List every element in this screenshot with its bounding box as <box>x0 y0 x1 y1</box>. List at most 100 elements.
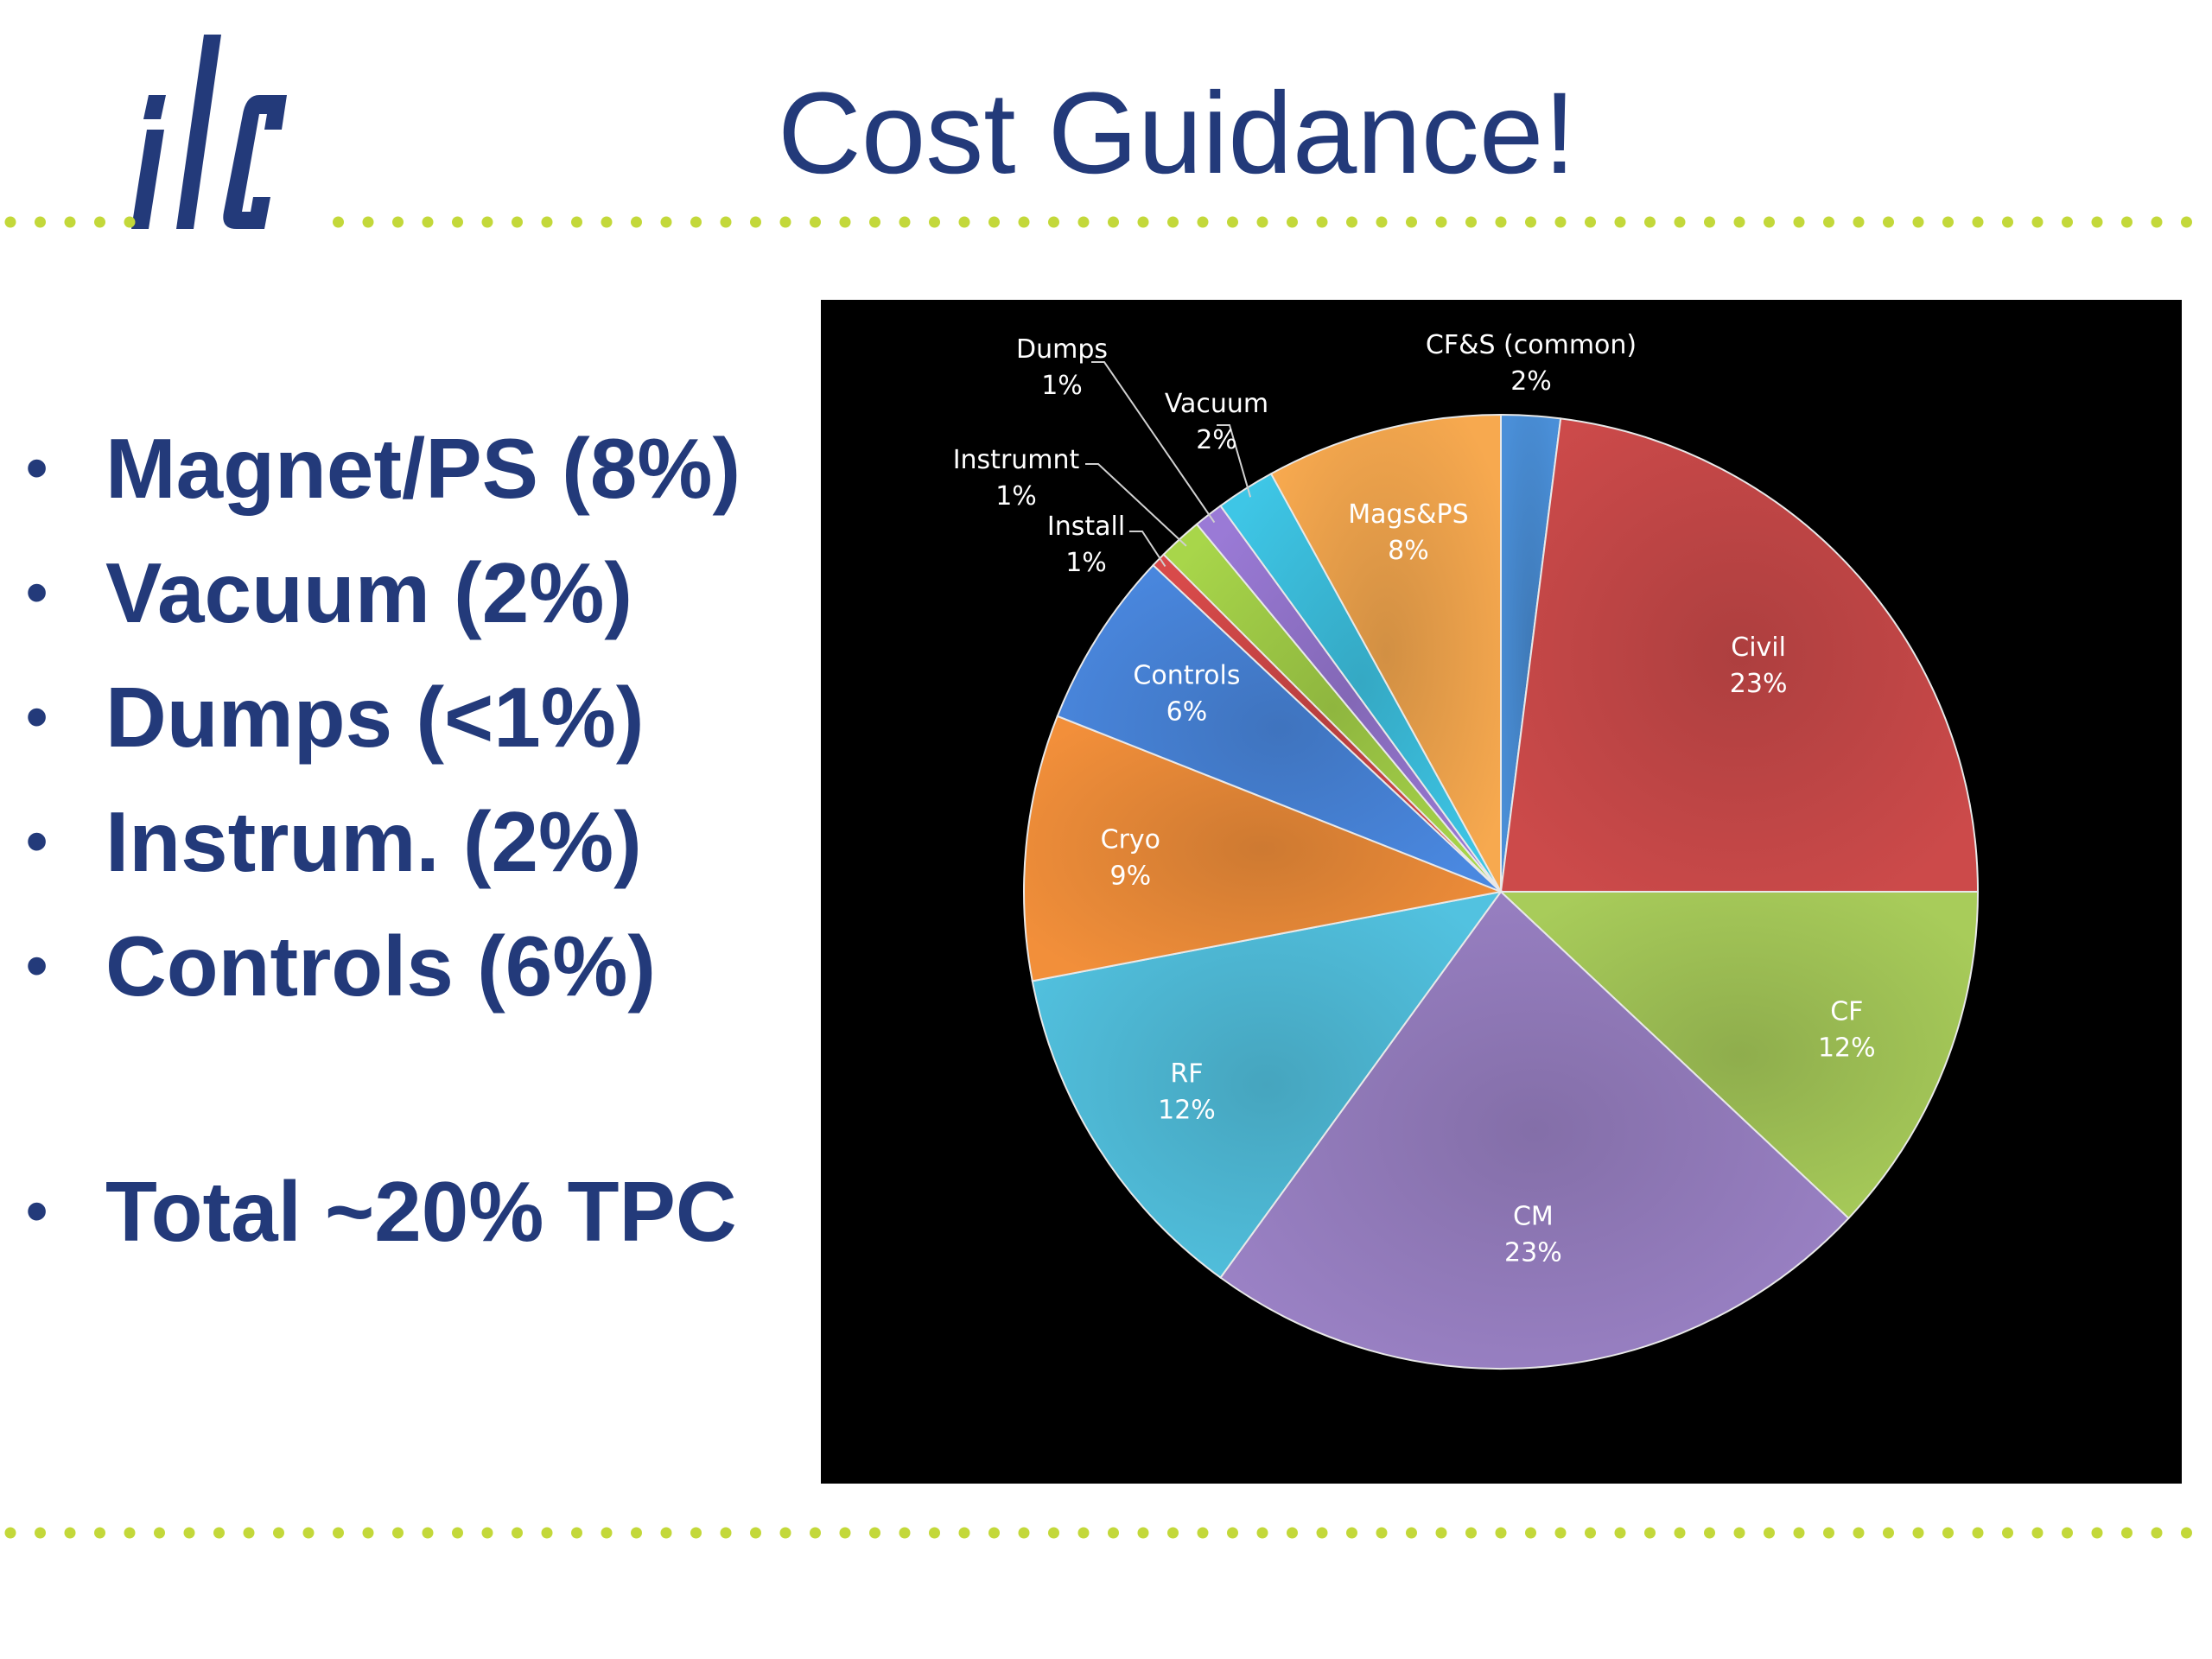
slice-label-name: CF&S (common) <box>1426 330 1637 360</box>
rule-dot <box>1018 216 1030 228</box>
rule-dot <box>1793 216 1805 228</box>
rule-dot <box>2062 216 2073 228</box>
bullet-text: Magnet/PS (8%) <box>105 421 741 516</box>
rule-dot <box>64 216 76 228</box>
bullet-marker: • <box>26 931 48 1001</box>
bullet-list: • Magnet/PS (8%) • Vacuum (2%) • Dumps (<1%… <box>26 406 804 1274</box>
rule-dot <box>452 1527 463 1539</box>
rule-dot <box>94 1527 105 1539</box>
slice-label-value: 8% <box>1388 536 1429 566</box>
slice-label-name: CM <box>1513 1202 1554 1232</box>
rule-dot <box>1048 1527 1059 1539</box>
rule-dot <box>273 1527 284 1539</box>
rule-dot <box>1316 216 1328 228</box>
rule-dot <box>481 1527 493 1539</box>
rule-dot <box>810 1527 821 1539</box>
pie-chart: CF&S (common) 2% Civil 23% CF 12% CM 23% RF 12% Cr… <box>953 330 1980 1370</box>
rule-dot <box>512 216 523 228</box>
rule-dot <box>869 1527 880 1539</box>
rule-dot <box>392 1527 404 1539</box>
rule-dot <box>839 216 851 228</box>
slice-label-value: 1% <box>1041 371 1083 401</box>
rule-dot <box>1883 1527 1894 1539</box>
rule-dot <box>2062 1527 2073 1539</box>
rule-dot <box>1853 1527 1865 1539</box>
rule-dot <box>2151 1527 2163 1539</box>
rule-dot <box>35 216 46 228</box>
rule-dot <box>1287 216 1298 228</box>
slice-label-value: 6% <box>1166 696 1208 727</box>
rule-dot <box>213 1527 225 1539</box>
rule-dot <box>1614 216 1626 228</box>
bullet-marker: • <box>26 558 48 627</box>
rule-dot <box>1644 1527 1656 1539</box>
slice-label-value: 2% <box>1510 366 1552 397</box>
bullet-text: Controls (6%) <box>105 918 656 1014</box>
rule-dot <box>1912 216 1924 228</box>
slice-label-name: Dumps <box>1016 334 1108 365</box>
ilc-logo: ilc <box>131 35 287 229</box>
rule-dot <box>988 216 1000 228</box>
rule-dot <box>154 1527 165 1539</box>
slice-label-value: 12% <box>1818 1033 1876 1063</box>
rule-dot <box>1554 1527 1567 1539</box>
rule-dot <box>631 216 642 228</box>
rule-dot <box>988 1527 1000 1539</box>
rule-dot <box>1793 1527 1805 1539</box>
slice-label-value: 1% <box>1065 548 1107 578</box>
slice-label-value: 23% <box>1504 1238 1562 1268</box>
bullet-item-total: • Total ~20% TPC <box>26 1149 804 1274</box>
rule-dot <box>2181 1527 2192 1539</box>
rule-dot <box>1704 1527 1715 1539</box>
pie-slice-mags-ps <box>1269 413 1502 893</box>
pie-slice-controls <box>1056 563 1502 893</box>
slice-label-value: 2% <box>1196 425 1237 455</box>
rule-dot <box>1465 216 1477 228</box>
rule-dot <box>2121 1527 2133 1539</box>
leader-line <box>1129 531 1166 568</box>
slide-title: Cost Guidance! <box>778 69 1576 198</box>
rule-dot <box>2151 216 2163 228</box>
rule-dot <box>1376 1527 1388 1539</box>
bullet-text: Dumps (<1%) <box>105 670 645 765</box>
rule-dot <box>2002 1527 2013 1539</box>
rule-dot <box>1764 216 1775 228</box>
slice-label-name: Install <box>1047 512 1125 542</box>
rule-dot <box>660 216 672 228</box>
rule-dot <box>302 1527 315 1539</box>
rule-dot <box>601 1527 613 1539</box>
rule-dot <box>958 216 970 228</box>
bullet-marker: • <box>26 807 48 876</box>
slice-label-value: 1% <box>995 481 1037 512</box>
rule-dot <box>1554 216 1567 228</box>
rule-dot <box>1256 216 1268 228</box>
rule-dot <box>1137 1527 1149 1539</box>
rule-dot <box>124 1527 136 1539</box>
rule-dot <box>2181 216 2192 228</box>
rule-dot <box>392 216 404 228</box>
rule-dot <box>571 216 582 228</box>
rule-dot <box>1108 216 1119 228</box>
pie-slice-rf <box>1031 890 1503 1279</box>
rule-dot <box>690 216 702 228</box>
rule-dot <box>1495 216 1507 228</box>
rule-dot <box>64 1527 76 1539</box>
rule-dot <box>541 1527 553 1539</box>
rule-dot <box>1018 1527 1030 1539</box>
rule-dot <box>1823 1527 1834 1539</box>
pie-chart-panel: CF&S (common) 2% Civil 23% CF 12% CM 23% RF 12% Cr… <box>821 300 2182 1484</box>
rule-dot <box>899 216 911 228</box>
bullet-marker: • <box>26 683 48 752</box>
rule-dot <box>1465 1527 1477 1539</box>
rule-dot <box>750 1527 761 1539</box>
rule-dot <box>2031 1527 2044 1539</box>
leader-line <box>1091 361 1216 524</box>
rule-dot <box>779 1527 791 1539</box>
rule-dot <box>2121 216 2133 228</box>
rule-dot <box>1972 1527 1984 1539</box>
rule-dot <box>660 1527 672 1539</box>
slice-label-name: Controls <box>1133 660 1240 690</box>
rule-dot <box>422 216 434 228</box>
slice-label-value: 12% <box>1158 1096 1216 1126</box>
rule-dot <box>512 1527 523 1539</box>
